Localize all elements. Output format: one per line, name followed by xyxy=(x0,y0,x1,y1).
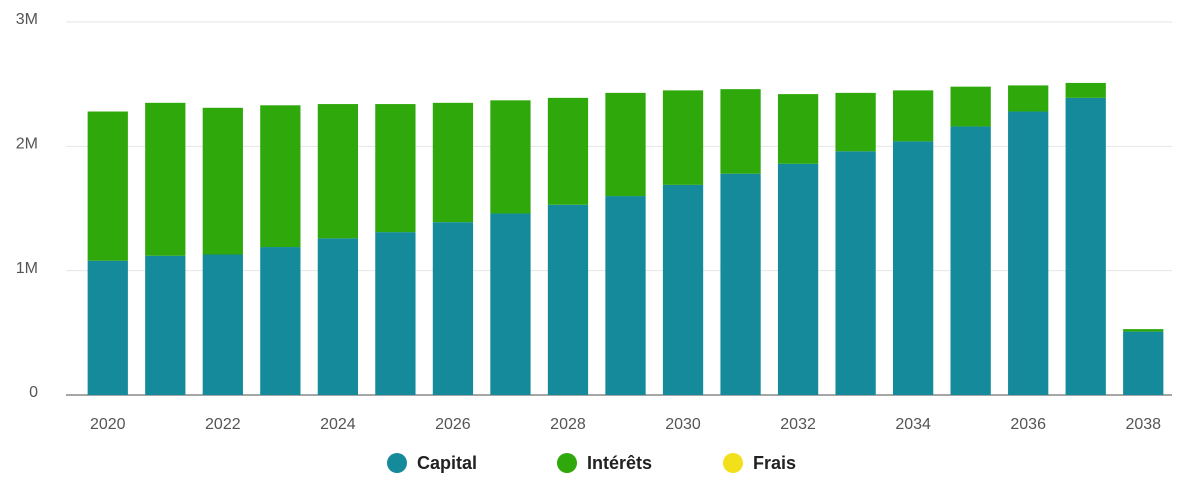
legend-label: Frais xyxy=(753,453,796,473)
bar-segment xyxy=(662,184,704,395)
bar-segment xyxy=(375,104,416,233)
bar-segment xyxy=(1008,111,1049,396)
y-tick-label: 0 xyxy=(29,384,38,401)
legend-marker xyxy=(723,453,743,473)
bar-segment xyxy=(375,232,416,395)
bar-segment xyxy=(317,238,359,395)
x-tick-label: 2024 xyxy=(320,416,356,433)
bar-segment xyxy=(145,255,186,395)
bar-segment xyxy=(1008,85,1049,112)
x-tick-label: 2026 xyxy=(435,416,471,433)
bar-segment xyxy=(145,102,186,256)
bar-segment xyxy=(892,141,934,395)
legend-marker xyxy=(387,453,407,473)
y-tick-label: 2M xyxy=(16,136,38,153)
bar-segment xyxy=(605,92,646,197)
bar-segment xyxy=(605,196,646,395)
bar-segment xyxy=(892,90,934,142)
x-tick-label: 2020 xyxy=(90,416,126,433)
bar-segment xyxy=(835,92,876,152)
bar-segment xyxy=(317,104,359,239)
x-tick-label: 2022 xyxy=(205,416,241,433)
y-tick-label: 1M xyxy=(16,260,38,277)
bar-segment xyxy=(432,102,474,223)
y-tick-label: 3M xyxy=(16,11,38,28)
bar-segment xyxy=(1123,331,1164,395)
bar-segment xyxy=(662,90,704,185)
bar-segment xyxy=(950,86,991,127)
bar-segment xyxy=(260,105,301,248)
x-tick-label: 2036 xyxy=(1010,416,1046,433)
legend-marker xyxy=(557,453,577,473)
bar-segment xyxy=(432,222,474,395)
x-tick-label: 2034 xyxy=(895,416,931,433)
bar-segment xyxy=(87,260,128,395)
bar-segment xyxy=(835,151,876,395)
legend-label: Capital xyxy=(417,453,477,473)
bar-segment xyxy=(1123,329,1164,332)
bar-segment xyxy=(260,247,301,395)
bar-segment xyxy=(547,204,589,395)
bar-segment xyxy=(777,163,819,395)
bar-segment xyxy=(202,254,243,395)
bar-segment xyxy=(1065,82,1106,98)
bar-segment xyxy=(777,94,819,164)
x-tick-label: 2032 xyxy=(780,416,816,433)
x-tick-label: 2038 xyxy=(1125,416,1161,433)
bar-segment xyxy=(87,111,128,261)
bar-segment xyxy=(950,126,991,395)
legend-label: Intérêts xyxy=(587,453,652,473)
bar-segment xyxy=(490,213,531,395)
bar-segment xyxy=(490,100,531,214)
bar-segment xyxy=(547,97,589,205)
x-tick-label: 2030 xyxy=(665,416,701,433)
bar-segment xyxy=(720,173,761,395)
bar-segment xyxy=(202,107,243,255)
bar-segment xyxy=(720,89,761,174)
x-tick-label: 2028 xyxy=(550,416,586,433)
bar-segment xyxy=(1065,97,1106,396)
